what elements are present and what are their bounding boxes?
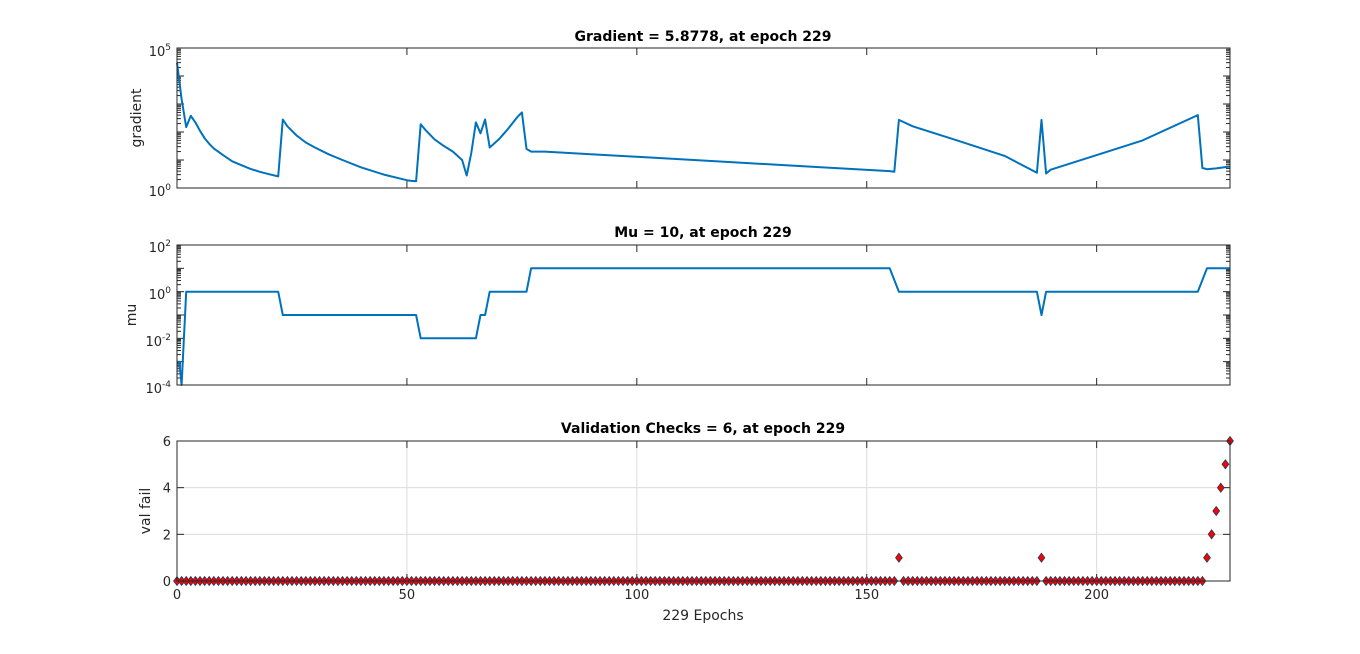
valfail-point [1212, 505, 1221, 517]
gradient-panel: Gradient = 5.8778, at epoch 229 100 105 … [129, 29, 1231, 200]
gradient-ytick-label-low: 100 [149, 183, 172, 200]
valfail-axes-box [176, 440, 1231, 582]
gradient-series-line [176, 62, 1231, 183]
xtick-label: 50 [399, 588, 416, 603]
mu-ytick-label-0: 10-4 [145, 380, 171, 397]
xtick-label: 150 [854, 588, 879, 603]
mu-panel: Mu = 10, at epoch 229 10-4 10-2 100 102 … [124, 225, 1231, 397]
valfail-point [1207, 529, 1216, 540]
valfail-point [895, 552, 903, 563]
gradient-ylabel: gradient [129, 88, 145, 147]
mu-ytick-label-2: 100 [149, 286, 172, 303]
x-axis-label: 229 Epochs [662, 608, 743, 624]
mu-ytick-label-3: 102 [149, 239, 171, 256]
xtick-label: 200 [1084, 588, 1109, 603]
mu-ytick-label-1: 10-2 [145, 333, 171, 350]
valfail-point [1221, 459, 1230, 470]
valfail-point [1203, 552, 1211, 563]
valfail-title: Validation Checks = 6, at epoch 229 [561, 421, 845, 437]
xtick-label: 0 [173, 588, 181, 603]
valfail-panel: Validation Checks = 6, at epoch 229 0 2 4 6… [138, 421, 1234, 624]
ytick-label: 0 [163, 575, 171, 590]
valfail-point [1037, 552, 1046, 563]
gradient-title: Gradient = 5.8778, at epoch 229 [574, 29, 831, 45]
valfail-markers [173, 435, 1234, 587]
valfail-ytick-labels: 0 2 4 6 [163, 435, 171, 590]
gradient-axes-box [176, 47, 1231, 189]
mu-series-line [177, 267, 1230, 386]
valfail-ticks [176, 440, 1230, 582]
gradient-ytick-label-high: 105 [149, 43, 171, 60]
valfail-ylabel: val fail [138, 488, 154, 535]
valfail-point [1216, 482, 1225, 493]
mu-ylabel: mu [124, 304, 140, 327]
xtick-label: 100 [624, 588, 649, 603]
valfail-grid [176, 440, 1230, 582]
valfail-xtick-labels: 0 50 100 150 200 [173, 588, 1109, 603]
ytick-label: 2 [163, 528, 171, 543]
gradient-ticks [176, 47, 1230, 189]
mu-title: Mu = 10, at epoch 229 [614, 225, 792, 241]
mu-axes-box [176, 244, 1231, 386]
ytick-label: 4 [163, 482, 171, 497]
ytick-label: 6 [163, 435, 171, 450]
